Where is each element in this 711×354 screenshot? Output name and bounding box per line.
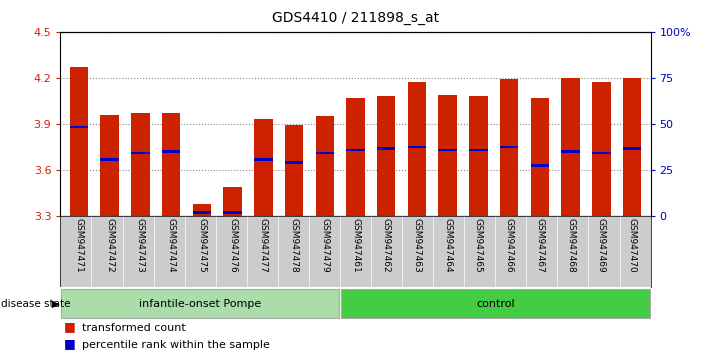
- Bar: [100, 115, 119, 216]
- Bar: [193, 211, 211, 214]
- Text: ■: ■: [64, 320, 76, 333]
- Text: GSM947468: GSM947468: [566, 218, 575, 273]
- Bar: [162, 113, 181, 216]
- Bar: [70, 126, 88, 129]
- Bar: [70, 67, 88, 216]
- Text: ■: ■: [64, 337, 76, 350]
- Bar: [592, 82, 611, 216]
- Bar: [285, 161, 304, 164]
- Text: GSM947474: GSM947474: [166, 218, 176, 273]
- Text: infantile-onset Pompe: infantile-onset Pompe: [139, 298, 262, 309]
- Text: GSM947478: GSM947478: [289, 218, 299, 273]
- Text: GSM947473: GSM947473: [136, 218, 145, 273]
- Bar: [530, 164, 549, 167]
- Bar: [623, 78, 641, 216]
- Bar: [500, 79, 518, 216]
- Bar: [61, 290, 339, 318]
- Text: transformed count: transformed count: [82, 323, 186, 333]
- Bar: [562, 78, 580, 216]
- Bar: [623, 147, 641, 150]
- Text: GSM947479: GSM947479: [320, 218, 329, 273]
- Bar: [469, 96, 488, 216]
- Bar: [254, 158, 272, 161]
- Text: GSM947466: GSM947466: [505, 218, 513, 273]
- Bar: [316, 116, 334, 216]
- Bar: [407, 82, 426, 216]
- Bar: [530, 98, 549, 216]
- Bar: [254, 119, 272, 216]
- Bar: [341, 290, 650, 318]
- Bar: [407, 145, 426, 148]
- Bar: [131, 152, 149, 154]
- Text: GSM947475: GSM947475: [198, 218, 206, 273]
- Text: GSM947476: GSM947476: [228, 218, 237, 273]
- Bar: [223, 187, 242, 216]
- Text: GSM947477: GSM947477: [259, 218, 268, 273]
- Bar: [562, 150, 580, 153]
- Bar: [592, 152, 611, 154]
- Bar: [131, 113, 149, 216]
- Bar: [223, 211, 242, 214]
- Bar: [162, 150, 181, 153]
- Bar: [285, 125, 304, 216]
- Text: GSM947463: GSM947463: [412, 218, 422, 273]
- Text: GSM947471: GSM947471: [75, 218, 83, 273]
- Text: ▶: ▶: [52, 298, 60, 309]
- Text: GSM947470: GSM947470: [628, 218, 636, 273]
- Bar: [377, 147, 395, 150]
- Text: GDS4410 / 211898_s_at: GDS4410 / 211898_s_at: [272, 11, 439, 25]
- Text: GSM947469: GSM947469: [597, 218, 606, 273]
- Bar: [469, 149, 488, 152]
- Text: GSM947461: GSM947461: [351, 218, 360, 273]
- Text: disease state: disease state: [1, 298, 71, 309]
- Bar: [316, 152, 334, 154]
- Text: GSM947465: GSM947465: [474, 218, 483, 273]
- Text: GSM947467: GSM947467: [535, 218, 545, 273]
- Bar: [377, 96, 395, 216]
- Text: control: control: [476, 298, 515, 309]
- Bar: [100, 158, 119, 161]
- Bar: [346, 98, 365, 216]
- Bar: [346, 149, 365, 152]
- Bar: [439, 149, 457, 152]
- Bar: [193, 204, 211, 216]
- Text: GSM947462: GSM947462: [382, 218, 391, 273]
- Text: GSM947464: GSM947464: [443, 218, 452, 273]
- Bar: [500, 145, 518, 148]
- Text: GSM947472: GSM947472: [105, 218, 114, 273]
- Bar: [439, 95, 457, 216]
- Text: percentile rank within the sample: percentile rank within the sample: [82, 341, 269, 350]
